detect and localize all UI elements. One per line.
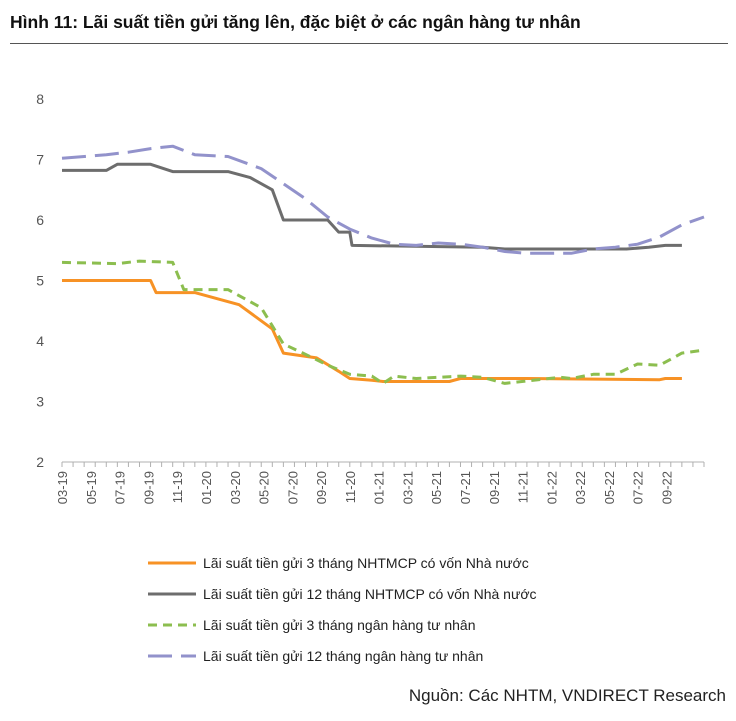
x-tick-label-07-19: 07-19 [113, 471, 128, 504]
x-tick-label-05-19: 05-19 [84, 471, 99, 504]
x-tick-label-05-22: 05-22 [602, 471, 617, 504]
x-tick-label-07-20: 07-20 [285, 471, 300, 504]
x-tick-label-03-19: 03-19 [55, 471, 70, 504]
y-tick-label-8: 8 [36, 91, 44, 107]
x-tick-label-09-21: 09-21 [487, 471, 502, 504]
legend-label-3: Lãi suất tiền gửi 3 tháng ngân hàng tư n… [203, 617, 476, 633]
x-tick-label-01-21: 01-21 [372, 471, 387, 504]
x-tick-label-03-22: 03-22 [573, 471, 588, 504]
legend-label-4: Lãi suất tiền gửi 12 tháng ngân hàng tư … [203, 648, 483, 664]
y-tick-label-4: 4 [36, 333, 44, 349]
series-lines [61, 144, 705, 385]
series-line-1 [62, 279, 682, 383]
x-tick-label-05-21: 05-21 [429, 471, 444, 504]
x-tick-label-09-19: 09-19 [141, 471, 156, 504]
axes: 2 3 4 5 6 7 8 03-19 05-19 07-19 09-19 11-19 01-20 03-… [36, 91, 705, 504]
y-tick-label-2: 2 [36, 454, 44, 470]
x-tick-label-05-20: 05-20 [257, 471, 272, 504]
x-tick-label-03-20: 03-20 [228, 471, 243, 504]
x-tick-label-01-20: 01-20 [199, 471, 214, 504]
x-tick-label-11-21: 11-21 [516, 471, 531, 503]
x-tick-label-11-20: 11-20 [343, 471, 358, 503]
y-tick-label-7: 7 [36, 152, 44, 168]
x-tick-label-11-19: 11-19 [170, 471, 185, 503]
series-line-4 [61, 144, 705, 255]
y-tick-label-5: 5 [36, 273, 44, 289]
x-tick-label-07-22: 07-22 [631, 471, 646, 504]
legend: Lãi suất tiền gửi 3 tháng NHTMCP có vốn … [148, 555, 537, 664]
x-tick-label-07-21: 07-21 [458, 471, 473, 504]
line-chart: 2 3 4 5 6 7 8 03-19 05-19 07-19 09-19 11-19 01-20 03-… [36, 91, 705, 664]
series-line-2 [62, 162, 682, 251]
series-line-3 [61, 259, 705, 385]
y-tick-label-6: 6 [36, 212, 44, 228]
legend-label-1: Lãi suất tiền gửi 3 tháng NHTMCP có vốn … [203, 555, 529, 571]
figure-title: Hình 11: Lãi suất tiền gửi tăng lên, đặc… [10, 12, 581, 32]
x-tick-label-03-21: 03-21 [400, 471, 415, 504]
legend-label-2: Lãi suất tiền gửi 12 tháng NHTMCP có vốn… [203, 586, 537, 602]
source-note: Nguồn: Các NHTM, VNDIRECT Research [408, 686, 726, 705]
x-tick-label-01-22: 01-22 [544, 471, 559, 504]
x-tick-label-09-22: 09-22 [659, 471, 674, 504]
y-tick-label-3: 3 [36, 394, 44, 410]
x-tick-label-09-20: 09-20 [314, 471, 329, 504]
title-rule [10, 43, 728, 44]
